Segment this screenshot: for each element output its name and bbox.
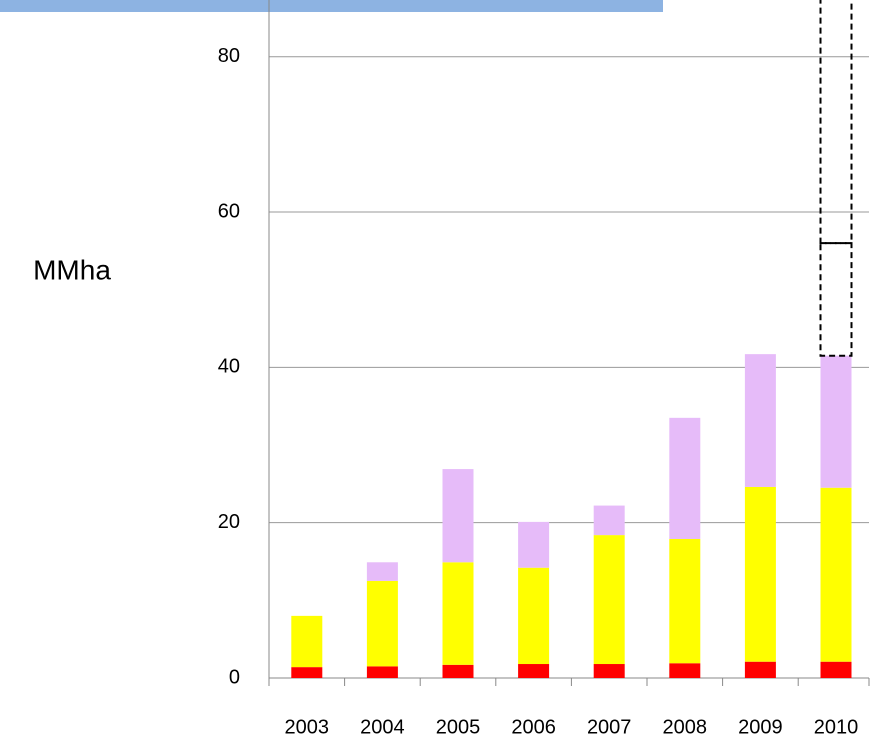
bar-segment (744, 486, 776, 662)
bar-segment (291, 615, 323, 668)
bar-segment (593, 535, 625, 665)
bar-segment (291, 667, 323, 678)
x-tick-label: 2010 (814, 716, 859, 738)
bar-segment (819, 242, 853, 357)
bar-segment (366, 666, 398, 678)
x-tick-label: 2008 (663, 716, 708, 738)
bar-segment (669, 663, 701, 678)
bar-segment (820, 355, 852, 488)
x-tick-label: 2004 (360, 716, 405, 738)
y-tick-label: 40 (218, 356, 240, 378)
bar-segment (744, 661, 776, 678)
bar-segment (366, 580, 398, 667)
bar-segment (366, 562, 398, 581)
y-tick-label: 60 (218, 200, 240, 222)
bar-segment (820, 661, 852, 678)
x-tick-label: 2006 (511, 716, 556, 738)
bar-segment (593, 664, 625, 678)
bar-segment (442, 469, 474, 563)
bar-segment (669, 538, 701, 664)
x-tick-label: 2009 (738, 716, 783, 738)
bar-segment (442, 562, 474, 665)
y-tick-label: 80 (218, 45, 240, 67)
bar-segment (744, 354, 776, 487)
bar-segment (820, 487, 852, 662)
x-tick-label: 2007 (587, 716, 632, 738)
bar-segment (819, 0, 853, 245)
header-bar (0, 0, 663, 12)
bar-segment (442, 664, 474, 678)
y-tick-label: 0 (229, 666, 240, 688)
x-tick-label: 2005 (436, 716, 481, 738)
bar-segment (669, 417, 701, 539)
bar-segment (518, 521, 550, 568)
x-tick-label: 2003 (285, 716, 330, 738)
y-axis-label: MMha (33, 254, 111, 285)
bar-segment (518, 664, 550, 678)
y-tick-label: 20 (218, 511, 240, 533)
bar-segment (593, 505, 625, 536)
bar-segment (518, 567, 550, 665)
